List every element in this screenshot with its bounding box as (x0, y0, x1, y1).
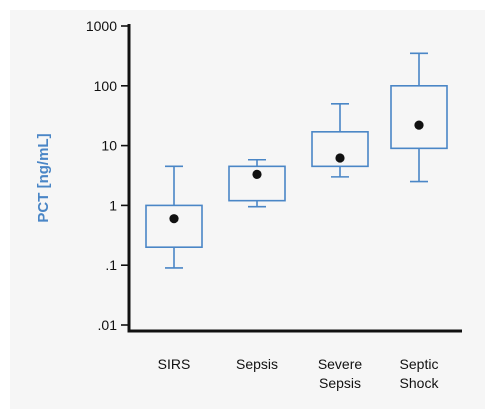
y-tick-label: .1 (105, 257, 117, 273)
interquartile-box (390, 85, 448, 150)
box-plot-group (311, 103, 369, 178)
y-tick-label: 1000 (86, 18, 117, 34)
y-axis-title: PCT [ng/mL] (35, 133, 52, 222)
x-category-label-line: Sepsis (236, 356, 278, 372)
median-dot (414, 120, 424, 130)
x-category-label: SIRS (158, 356, 191, 372)
interquartile-box (311, 131, 369, 168)
box-plot-group (390, 52, 448, 183)
x-category-label: Sepsis (236, 356, 278, 372)
x-category-label-line: Severe (318, 356, 363, 372)
x-category-label: Severe Sepsis (318, 356, 363, 391)
x-category-label-line: Sepsis (319, 375, 361, 391)
chart-background (10, 10, 485, 409)
median-dot (335, 153, 345, 163)
x-axis-categories: SIRS Sepsis Severe Sepsis Septic Shock (158, 356, 440, 391)
y-tick-label: 100 (94, 78, 118, 94)
median-dot (169, 214, 179, 224)
x-category-label-line: Shock (400, 375, 440, 391)
y-tick-label: .01 (98, 317, 118, 333)
interquartile-box (228, 165, 286, 202)
box-plot-group (228, 158, 286, 208)
y-tick-label: 10 (101, 138, 117, 154)
median-dot (252, 169, 262, 179)
x-category-label-line: SIRS (158, 356, 191, 372)
box-series (145, 52, 448, 269)
box-plot-group (145, 165, 203, 269)
y-tick-label: 1 (109, 197, 117, 213)
interquartile-box (145, 204, 203, 248)
y-axis-ticks: 1000 100 10 1 .1 .01 (86, 18, 129, 333)
x-category-label: Septic Shock (400, 356, 440, 391)
x-category-label-line: Septic (400, 356, 439, 372)
